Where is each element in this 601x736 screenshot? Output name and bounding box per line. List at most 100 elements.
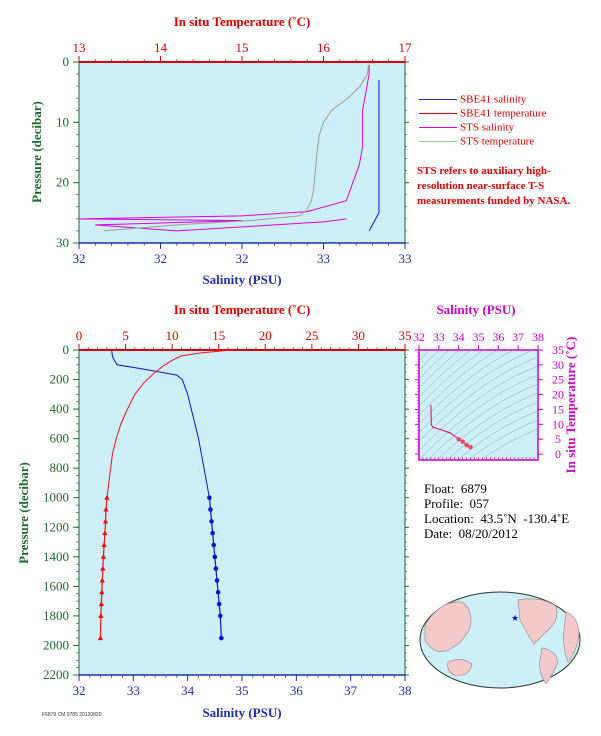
legend-label: STS temperature [460, 135, 535, 148]
pressure-tick-label: 30 [56, 235, 69, 250]
salinity-point [216, 601, 222, 607]
ts-temp-tick-label: 5 [555, 432, 561, 446]
salinity-point [213, 566, 219, 571]
series-line-salinity [111, 349, 210, 498]
ts-point [464, 442, 469, 448]
ts-temp-axis-title: In situ Temperature (˚C) [563, 337, 578, 474]
legend-swatch [419, 126, 457, 128]
sal-tick-label: 32 [73, 683, 86, 698]
ts-series [430, 404, 473, 450]
footer-code: F6879 CM 0785 20120820 [42, 712, 102, 718]
pressure-tick-label: 0 [63, 342, 70, 357]
temp-tick-label: 25 [305, 328, 318, 343]
density-contour [419, 350, 472, 398]
pressure-tick-label: 1800 [43, 608, 69, 623]
pressure-tick-label: 600 [50, 431, 70, 446]
sal-tick-label: 32 [154, 251, 167, 266]
map-land-australia [447, 659, 473, 677]
main-temp-axis-title: In situ Temperature (˚C) [174, 302, 311, 317]
legend-swatch [419, 98, 457, 100]
temperature-point [102, 530, 108, 536]
density-contour [419, 350, 450, 380]
sal-tick-label: 34 [181, 683, 195, 698]
profile-number: Profile: 057 [424, 496, 489, 511]
sal-tick-label: 35 [236, 683, 249, 698]
legend-item-sts-temperature: STS temperature [419, 134, 534, 148]
series-line-sbe41-salinity [368, 80, 380, 232]
temperature-point [100, 553, 107, 559]
float-location-marker: ★ [511, 613, 519, 623]
series-point-sbe41-temperature [370, 60, 374, 64]
map-land-north-america [517, 598, 558, 645]
temperature-point [98, 612, 104, 618]
temperature-point [103, 506, 109, 512]
ts-temp-tick-label: 35 [552, 343, 564, 357]
ts-point [468, 445, 473, 450]
salinity-point [211, 542, 217, 548]
map-land-south-america [539, 647, 559, 685]
ts-sal-tick-label: 34 [453, 330, 465, 344]
main-plot-area [78, 349, 406, 676]
ts-point [456, 436, 461, 442]
top-sal-axis-title: Salinity (PSU) [202, 272, 281, 287]
temp-tick-label: 14 [154, 40, 168, 55]
temp-tick-label: 17 [399, 40, 413, 55]
ts-temp-tick-label: 0 [555, 447, 561, 461]
ts-sal-tick-label: 33 [433, 330, 445, 344]
ts-sal-tick-label: 36 [492, 330, 504, 344]
date: Date: 08/20/2012 [424, 526, 518, 541]
top-plot-area [78, 61, 406, 244]
density-contour [419, 350, 440, 371]
pressure-tick-label: 1600 [43, 578, 69, 593]
ts-temp-tick-label: 10 [552, 417, 564, 431]
ts-temp-tick-label: 25 [552, 373, 564, 387]
temp-tick-label: 30 [352, 328, 365, 343]
series-line-sts-temperature [103, 64, 369, 232]
temperature-point [104, 494, 110, 500]
salinity-point [215, 589, 221, 595]
ts-temp-tick-label: 30 [552, 358, 564, 372]
ts-sal-tick-label: 37 [512, 330, 524, 344]
sal-tick-label: 33 [127, 683, 140, 698]
density-contour [419, 350, 514, 425]
pressure-tick-label: 1400 [43, 549, 69, 564]
location: Location: 43.5˚N -130.4˚E [424, 511, 570, 526]
legend-note: STS refers to auxiliary high-resolution … [417, 165, 571, 207]
pressure-tick-label: 400 [50, 401, 70, 416]
temperature-point [102, 518, 109, 524]
temperature-point [101, 542, 107, 547]
pressure-tick-label: 2000 [43, 637, 69, 652]
density-contour [427, 383, 538, 460]
density-contour [419, 350, 534, 434]
pressure-tick-label: 20 [56, 175, 69, 190]
main-sal-axis-title: Salinity (PSU) [202, 705, 281, 720]
temperature-point [99, 589, 105, 595]
ts-temp-tick-label: 20 [552, 388, 564, 402]
temp-tick-label: 5 [122, 328, 129, 343]
temp-tick-label: 13 [73, 40, 86, 55]
pressure-tick-label: 800 [50, 460, 70, 475]
legend-item-sbe41-temperature: SBE41 temperature [419, 106, 546, 120]
legend-item-sbe41-salinity: SBE41 salinity [419, 92, 526, 106]
density-contour [446, 401, 538, 460]
density-contour [419, 249, 538, 334]
pressure-tick-label: 1000 [43, 490, 69, 505]
ts-sal-tick-label: 32 [413, 330, 425, 344]
sal-tick-label: 38 [399, 683, 412, 698]
sal-tick-label: 37 [344, 683, 358, 698]
sal-tick-label: 32 [236, 251, 249, 266]
density-contour [419, 350, 461, 389]
density-contour [419, 350, 499, 416]
legend-label: SBE41 temperature [460, 107, 547, 120]
top-temp-axis-title: In situ Temperature (˚C) [174, 14, 311, 29]
map-land-asia [424, 601, 472, 652]
ts-sal-tick-label: 38 [532, 330, 544, 344]
salinity-point [214, 578, 220, 583]
ts-curve [430, 404, 471, 448]
temperature-point [99, 577, 105, 583]
temperature-point [97, 635, 104, 641]
salinity-point [217, 613, 223, 619]
top-ticks: 13 14 15 16 17 32 32 32 33 33 0 10 20 30 [56, 40, 412, 266]
temp-tick-label: 20 [259, 328, 272, 343]
